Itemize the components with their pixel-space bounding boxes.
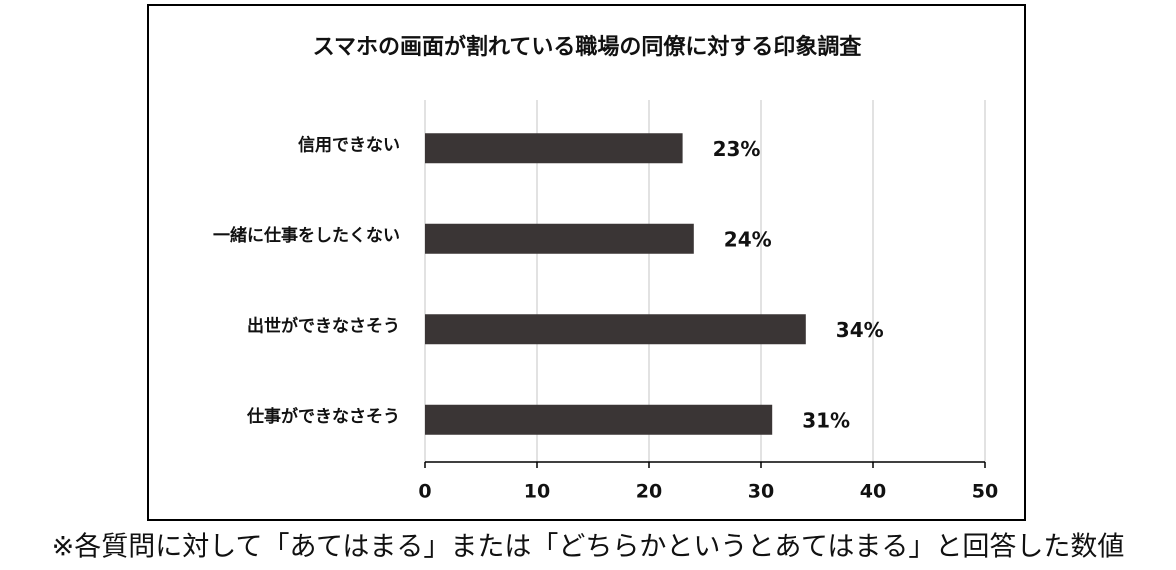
x-tick-label: 30 xyxy=(748,481,774,503)
bar xyxy=(425,133,683,164)
category-label: 仕事ができなさそう xyxy=(246,406,400,427)
chart-frame xyxy=(147,4,1026,521)
value-label: 31% xyxy=(802,408,850,432)
bar xyxy=(425,314,806,345)
bar xyxy=(425,223,694,254)
value-label: 34% xyxy=(836,318,884,342)
footnote: ※各質問に対して「あてはまる」または「どちらかというとあてはまる」と回答した数値 xyxy=(52,532,1125,563)
x-tick-label: 40 xyxy=(860,481,886,503)
value-label: 24% xyxy=(724,227,772,251)
category-label: 一緒に仕事をしたくない xyxy=(213,225,400,246)
chart-title: スマホの画面が割れている職場の同僚に対する印象調査 xyxy=(313,34,863,60)
x-tick-label: 10 xyxy=(524,481,550,503)
category-label: 出世ができなさそう xyxy=(247,315,400,336)
bar xyxy=(425,404,773,435)
x-tick-label: 50 xyxy=(972,481,998,503)
category-label: 信用できない xyxy=(298,134,400,155)
value-label: 23% xyxy=(713,137,761,161)
x-tick-label: 20 xyxy=(636,481,662,503)
x-tick-label: 0 xyxy=(418,481,431,503)
